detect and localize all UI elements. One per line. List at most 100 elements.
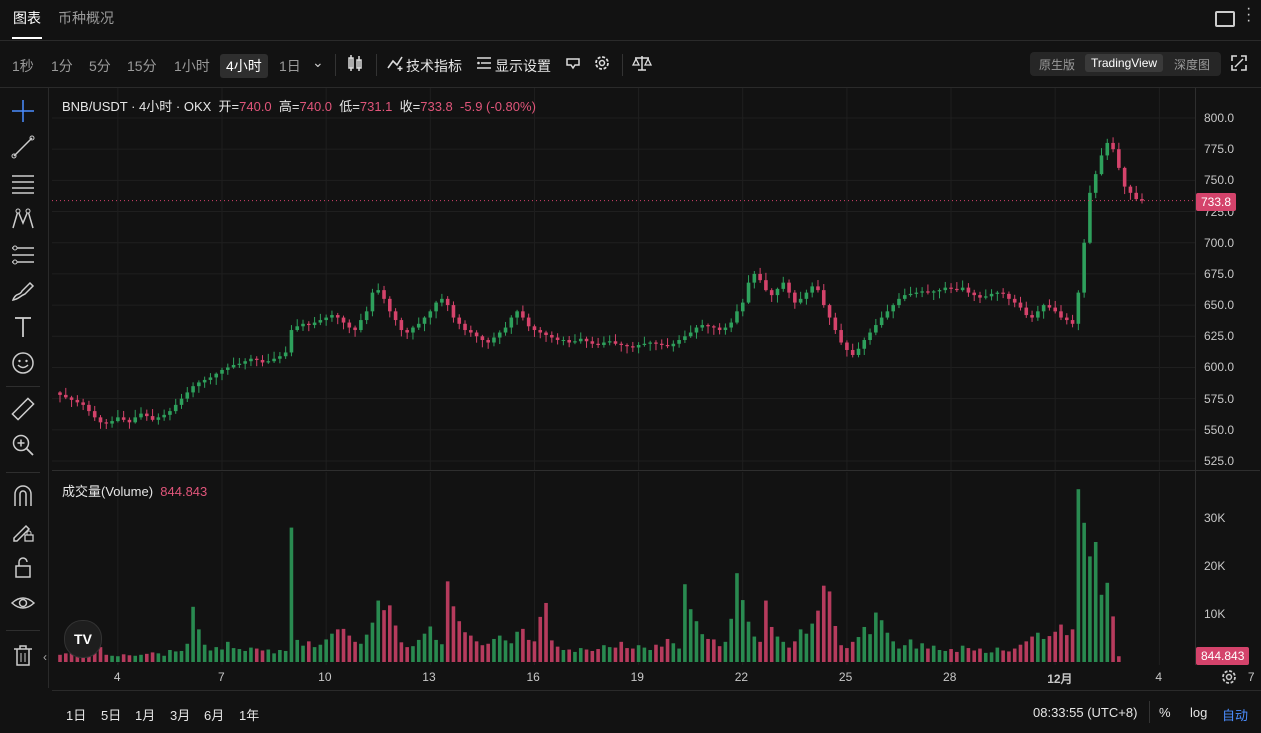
volume-bar: [874, 612, 878, 662]
view-native[interactable]: 原生版: [1039, 58, 1076, 72]
volume-bar: [995, 647, 1000, 662]
volume-bar: [752, 636, 757, 662]
tab-coin-overview[interactable]: 币种概况: [58, 10, 114, 26]
tradingview-logo[interactable]: TV: [64, 620, 102, 658]
volume-bar: [521, 628, 525, 662]
gear-icon[interactable]: [593, 54, 611, 77]
horizontal-lines-icon[interactable]: [10, 170, 36, 196]
candle-body: [1105, 142, 1110, 156]
volume-bar: [428, 626, 433, 662]
volume-bar: [920, 643, 924, 662]
view-depth[interactable]: 深度图: [1174, 58, 1211, 72]
volume-bar: [486, 643, 490, 662]
candle-body: [231, 364, 236, 368]
volume-bar: [567, 649, 571, 662]
trash-icon[interactable]: [10, 642, 36, 668]
timeframe-15m[interactable]: 15分: [127, 58, 157, 74]
candle-body: [706, 325, 710, 327]
magnet-icon[interactable]: [10, 482, 36, 508]
range-6m[interactable]: 6月: [204, 708, 225, 723]
candle-body: [856, 348, 861, 355]
candle-body: [179, 398, 184, 405]
volume-bar: [191, 606, 195, 662]
zoom-in-icon[interactable]: [10, 432, 36, 458]
range-1d[interactable]: 1日: [66, 708, 87, 723]
volume-bar: [359, 643, 363, 662]
volume-bar: [156, 653, 161, 662]
candle-body: [515, 311, 519, 318]
emoji-icon[interactable]: [10, 350, 36, 376]
volume-bar: [451, 606, 456, 662]
active-tab-indicator: [12, 37, 42, 39]
volume-bar: [515, 631, 519, 662]
price-axis-border: [1195, 88, 1196, 665]
volume-bar: [440, 644, 444, 662]
fib-retracement-icon[interactable]: [10, 242, 36, 268]
volume-bar: [1024, 641, 1029, 662]
candle-body: [787, 282, 791, 293]
lock-drawing-icon[interactable]: [10, 518, 36, 544]
percent-toggle[interactable]: %: [1159, 705, 1171, 720]
ruler-icon[interactable]: [10, 396, 36, 422]
crosshair-icon[interactable]: [10, 98, 36, 124]
more-vertical-icon[interactable]: · · ·: [1246, 0, 1252, 29]
volume-bar: [613, 647, 618, 662]
axis-settings-icon[interactable]: [1220, 668, 1238, 691]
volume-label[interactable]: 成交量(Volume): [62, 484, 154, 499]
timeframe-1d[interactable]: 1日: [279, 58, 301, 74]
volume-bar: [75, 655, 80, 662]
lock-icon[interactable]: [10, 554, 36, 580]
time-axis-label: 25: [838, 670, 853, 684]
display-settings-button[interactable]: 显示设置: [495, 58, 551, 74]
chevron-down-icon[interactable]: ⌄: [312, 54, 324, 70]
collapse-arrow-icon[interactable]: ‹: [43, 650, 47, 664]
candle-body: [1053, 307, 1058, 312]
range-3m[interactable]: 3月: [170, 708, 191, 723]
volume-bar: [683, 584, 687, 662]
candle-body: [752, 273, 757, 283]
price-chart[interactable]: [52, 88, 1195, 470]
volume-bar: [370, 622, 375, 662]
log-toggle[interactable]: log: [1190, 705, 1208, 720]
pane-divider[interactable]: [52, 470, 1260, 471]
fullscreen-icon[interactable]: [1231, 55, 1247, 76]
symbol-label[interactable]: BNB/USDT · 4小时 · OKX: [62, 99, 212, 114]
timeframe-1h[interactable]: 1小时: [174, 58, 210, 74]
eye-icon[interactable]: [10, 590, 36, 616]
price-axis-label: 575.0: [1204, 391, 1235, 406]
volume-bar: [382, 610, 386, 662]
range-1m[interactable]: 1月: [135, 708, 156, 723]
trend-line-icon[interactable]: [10, 134, 36, 160]
candle-body: [590, 341, 595, 344]
window-icon[interactable]: [1215, 11, 1235, 27]
tab-chart[interactable]: 图表: [13, 10, 41, 26]
timeframe-5m[interactable]: 5分: [89, 58, 111, 74]
indicators-button[interactable]: 技术指标: [406, 58, 462, 74]
volume-bar: [821, 585, 826, 662]
auto-toggle[interactable]: 自动: [1222, 708, 1249, 723]
divider: [622, 54, 623, 76]
candle-body: [254, 358, 259, 360]
candle-body: [249, 358, 253, 362]
change-value: -5.9 (-0.80%): [460, 99, 536, 114]
volume-bar: [318, 644, 323, 662]
candle-body: [428, 311, 433, 318]
timeframe-4h[interactable]: 4小时: [220, 54, 268, 78]
timeframe-1s[interactable]: 1秒: [12, 58, 34, 74]
volume-chart[interactable]: [52, 472, 1195, 665]
price-axis-label: 600.0: [1204, 360, 1235, 375]
candle-body: [1122, 167, 1127, 187]
candle-type-icon[interactable]: [346, 53, 364, 78]
template-icon[interactable]: [564, 54, 582, 77]
pattern-icon[interactable]: [10, 206, 36, 232]
clock-timezone[interactable]: 08:33:55 (UTC+8): [1033, 705, 1138, 720]
range-5d[interactable]: 5日: [101, 708, 122, 723]
timeframe-1m[interactable]: 1分: [51, 58, 73, 74]
time-axis-label: 16: [526, 670, 540, 684]
brush-icon[interactable]: [10, 278, 36, 304]
view-tradingview[interactable]: TradingView: [1085, 54, 1164, 72]
candle-body: [532, 326, 537, 331]
compare-scale-icon[interactable]: [631, 54, 653, 77]
text-icon[interactable]: [10, 314, 36, 340]
range-1y[interactable]: 1年: [239, 708, 260, 723]
